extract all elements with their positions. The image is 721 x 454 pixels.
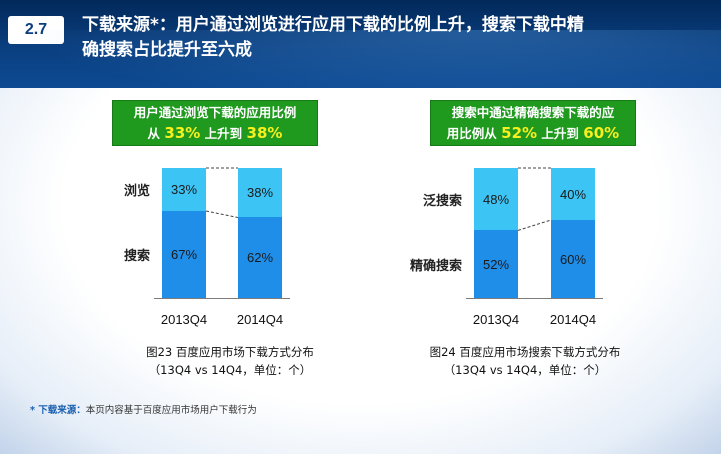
right-callout-to-value: 60% [583,124,620,142]
x-tick-label-0-1: 2014Q4 [236,312,284,327]
right-callout-prefix: 用比例从 [446,126,502,141]
right-callout-from-value: 52% [501,124,538,142]
bar-segment-0-0-top: 33% [162,168,206,211]
page-title-line-1: 下载来源*：用户通过浏览进行应用下载的比例上升，搜索下载中精 [82,15,584,35]
connector-top-1 [518,167,551,169]
bar-segment-0-0-bottom: 67% [162,210,206,298]
right-callout-line-1: 搜索中通过精确搜索下载的应 [451,105,615,120]
section-number-badge: 2.7 [8,16,64,44]
series-label-1-top: 泛搜索 [423,194,463,210]
chart-baseline-1 [466,298,603,299]
footnote-label: * 下载来源： [30,405,86,416]
bar-segment-1-0-bottom: 52% [474,230,518,298]
bar-segment-0-1-top: 38% [238,168,282,218]
x-tick-label-0-0: 2013Q4 [160,312,208,327]
right-caption: 图24 百度应用市场搜索下载方式分布 （13Q4 vs 14Q4，单位：个） [400,343,650,379]
bar-segment-1-0-top: 48% [474,168,518,231]
left-callout-to-value: 38% [246,124,283,142]
bar-segment-0-1-bottom: 62% [238,217,282,298]
footnote: * 下载来源：本页内容基于百度应用市场用户下载行为 [30,402,257,416]
right-callout-mid: 上升到 [537,126,584,141]
left-callout-prefix: 从 [147,126,165,141]
connector-top-0 [206,167,238,169]
series-label-0-top: 浏览 [124,184,151,200]
left-callout: 用户通过浏览下载的应用比例 从 33% 上升到 38% [112,100,318,146]
x-tick-label-1-1: 2014Q4 [549,312,597,327]
right-callout-line-2: 用比例从 52% 上升到 60% [435,123,631,144]
left-callout-mid: 上升到 [200,126,247,141]
bar-segment-1-1-bottom: 60% [551,220,595,298]
connector-split-1 [518,219,551,231]
chart-baseline-0 [154,298,290,299]
left-caption-line-1: 图23 百度应用市场下载方式分布 [146,345,314,359]
series-label-0-bottom: 搜索 [124,249,151,265]
page-title: 下载来源*：用户通过浏览进行应用下载的比例上升，搜索下载中精 确搜索占比提升至六… [82,13,702,63]
connector-split-0 [206,210,238,218]
section-number: 2.7 [24,21,48,38]
right-caption-line-2: （13Q4 vs 14Q4，单位：个） [443,363,607,377]
right-callout: 搜索中通过精确搜索下载的应 用比例从 52% 上升到 60% [430,100,636,146]
header-banner: 2.7 下载来源*：用户通过浏览进行应用下载的比例上升，搜索下载中精 确搜索占比… [0,0,721,88]
left-caption: 图23 百度应用市场下载方式分布 （13Q4 vs 14Q4，单位：个） [120,343,340,379]
left-callout-from-value: 33% [164,124,201,142]
left-callout-line-1: 用户通过浏览下载的应用比例 [133,105,297,120]
left-caption-line-2: （13Q4 vs 14Q4，单位：个） [148,363,312,377]
series-label-1-bottom: 精确搜索 [410,259,463,275]
page-title-line-2: 确搜索占比提升至六成 [82,40,252,60]
x-tick-label-1-0: 2013Q4 [472,312,520,327]
bar-segment-1-1-top: 40% [551,168,595,220]
footnote-text: 本页内容基于百度应用市场用户下载行为 [85,405,257,416]
right-caption-line-1: 图24 百度应用市场搜索下载方式分布 [429,345,621,359]
left-callout-line-2: 从 33% 上升到 38% [117,123,313,144]
